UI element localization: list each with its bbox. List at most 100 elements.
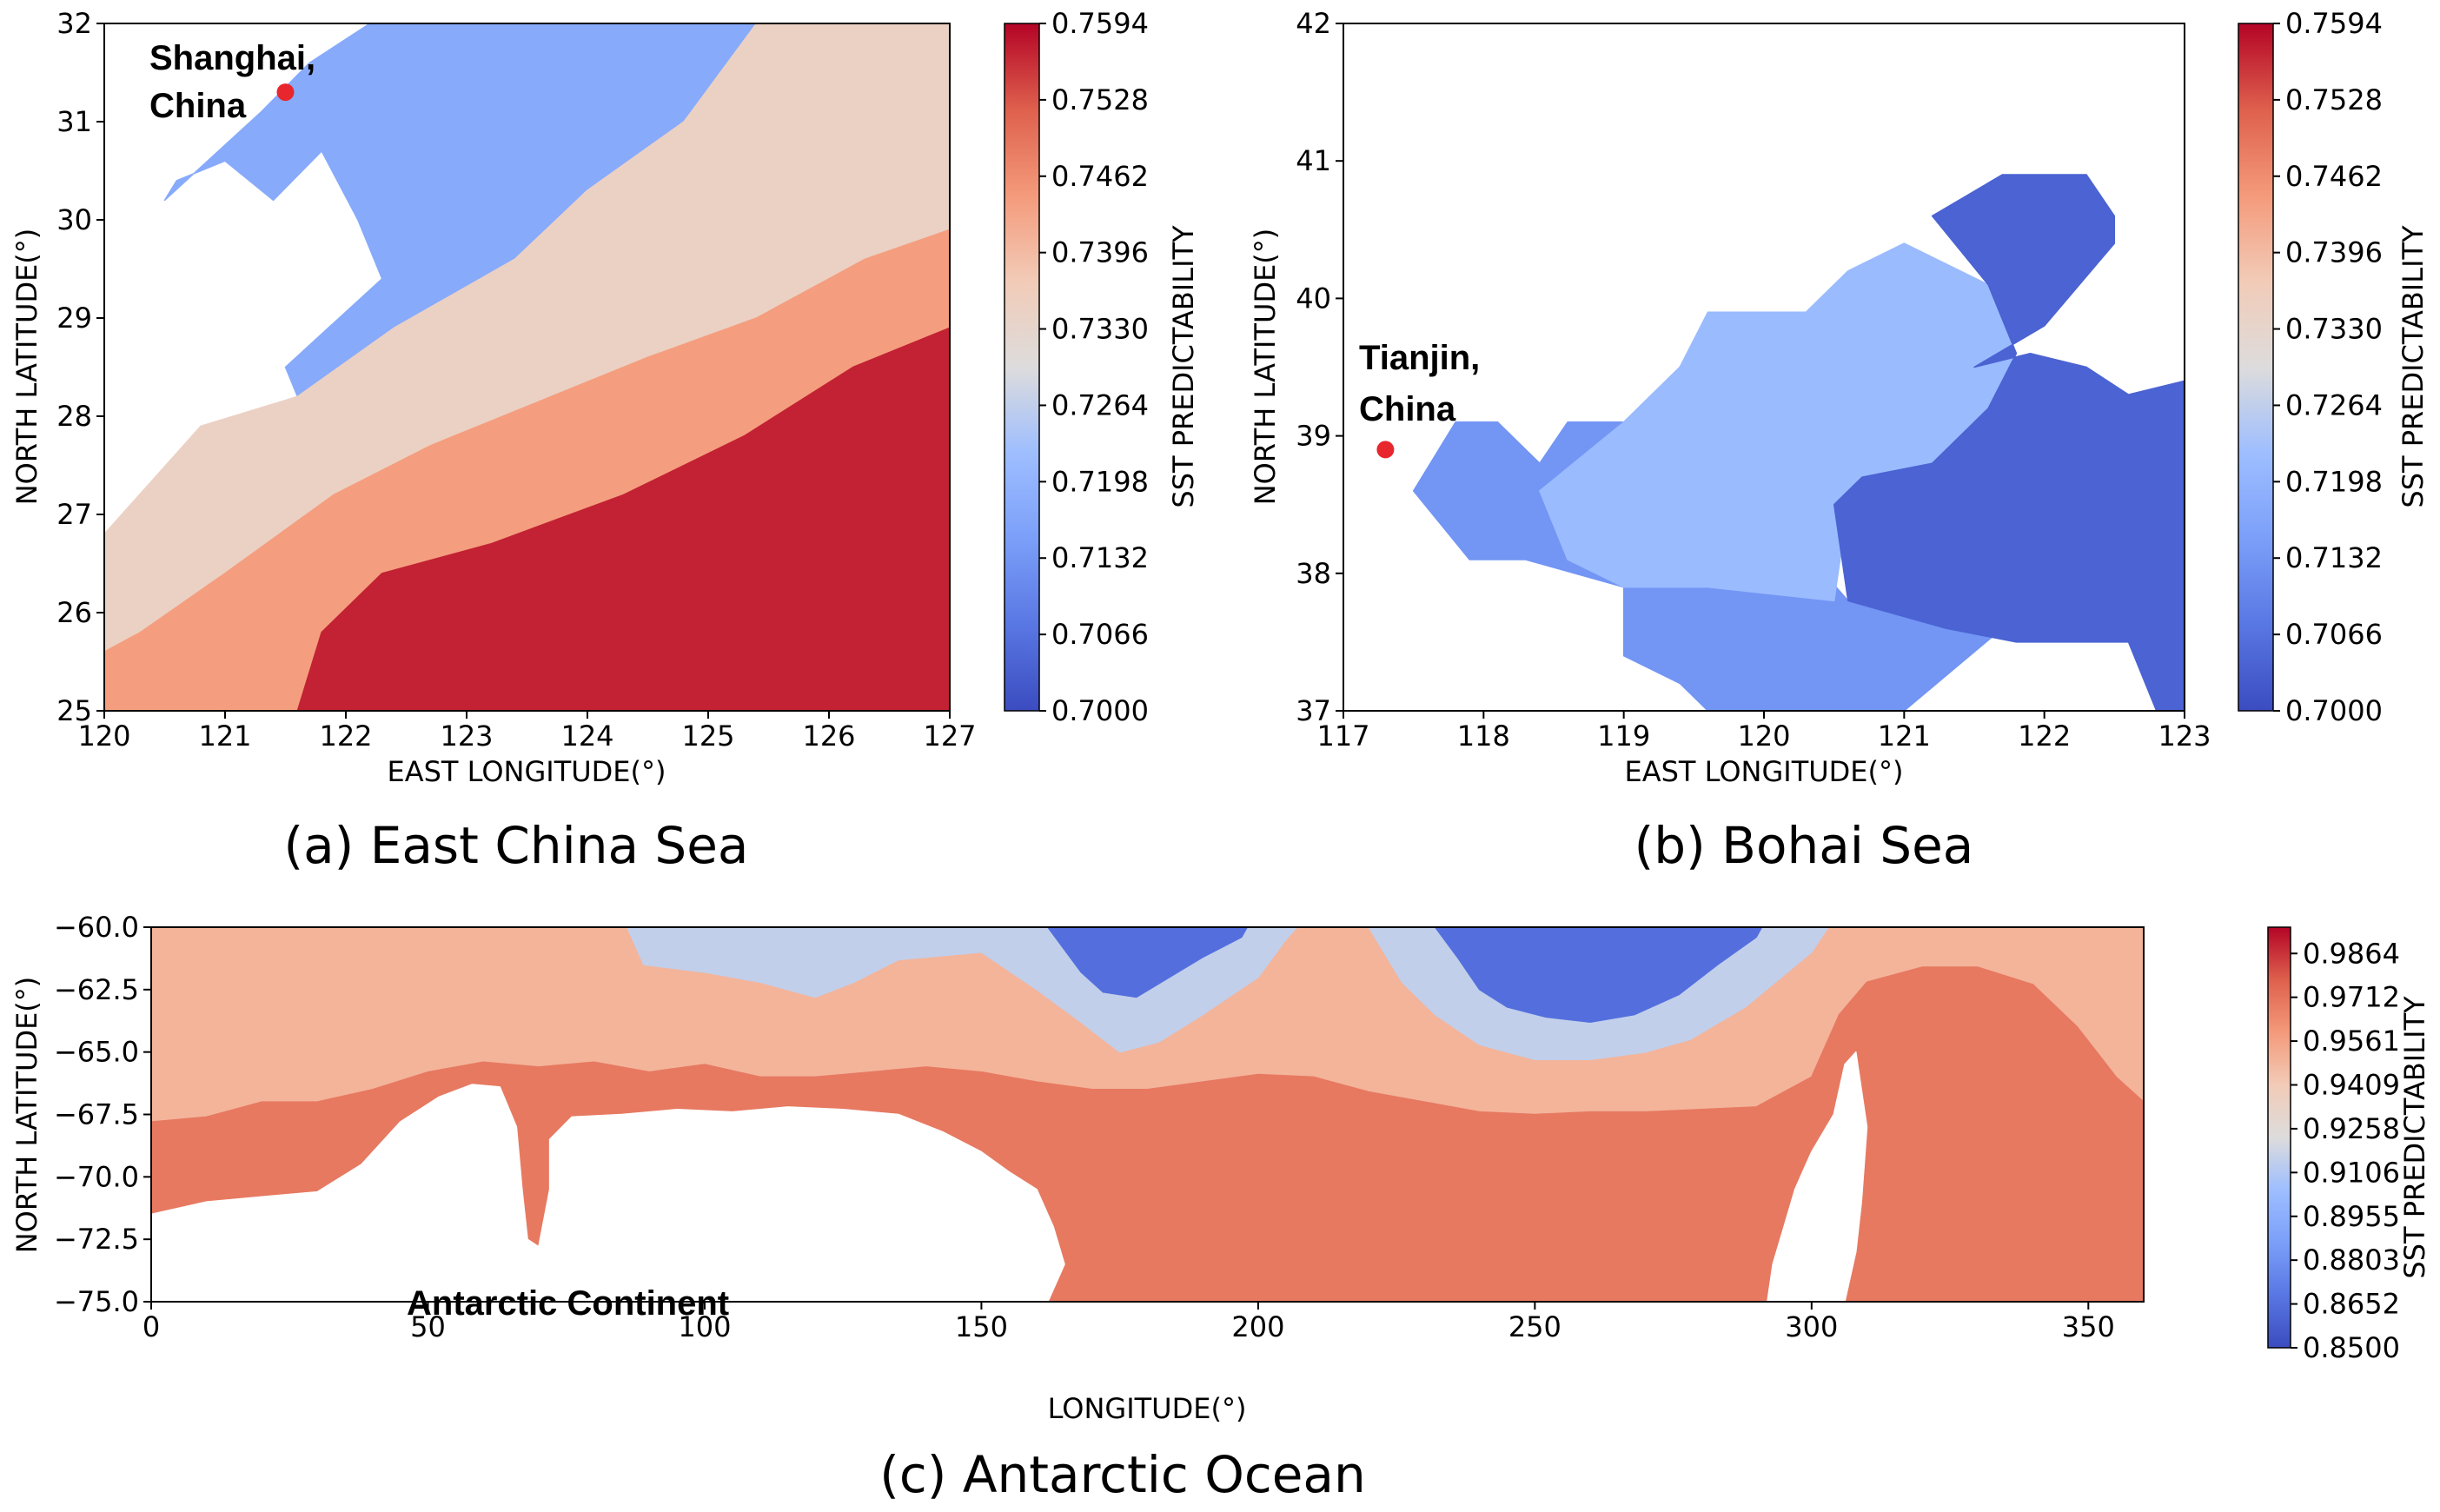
y-tick-label: −67.5 — [54, 1098, 139, 1131]
colorbar-tick-label: 0.7594 — [1051, 7, 1149, 40]
heatmap-b — [1343, 23, 2185, 711]
colorbar-tick-label: 0.7264 — [1051, 388, 1149, 421]
colorbar-ticks-b: 0.7000 0.7066 0.7132 0.7198 0.7264 0.7330 0.73… — [2238, 7, 2383, 727]
colorbar-tick-label: 0.7330 — [2285, 313, 2383, 346]
x-tick-label: 126 — [802, 720, 855, 753]
y-tick-label: 26 — [56, 596, 92, 629]
colorbar-tick-label: 0.8803 — [2303, 1243, 2400, 1277]
heatmap-c — [151, 927, 2144, 1302]
colorbar-tick-label: 0.7396 — [2285, 236, 2383, 269]
colorbar-tick-label: 0.7000 — [2285, 694, 2383, 727]
x-tick-label: 0 — [143, 1310, 160, 1343]
colorbar-tick-label: 0.9561 — [2303, 1025, 2400, 1058]
colorbar-tick-label: 0.7462 — [1051, 160, 1149, 193]
tianjin-label-line-2: China — [1359, 390, 1456, 428]
colorbar-ticks-a: 0.7000 0.7066 0.7132 0.7198 0.7264 0.7330 0.73… — [1004, 7, 1149, 727]
x-axis-label-a: EAST LONGITUDE(°) — [388, 755, 666, 788]
caption-a: (a) East China Sea — [284, 816, 749, 875]
x-tick-label: 150 — [955, 1310, 1008, 1343]
y-tick-label: 28 — [56, 400, 92, 433]
x-tick-label: 119 — [1597, 720, 1650, 753]
y-tick-label: 30 — [56, 203, 92, 236]
colorbar-frame — [1004, 23, 1040, 712]
tianjin-label-line-1: Tianjin, — [1359, 339, 1480, 377]
colorbar-tick-label: 0.7594 — [2285, 7, 2383, 40]
x-tick-label: 200 — [1231, 1310, 1284, 1343]
x-axis-label-c: LONGITUDE(°) — [1048, 1392, 1247, 1425]
y-tick-label: 29 — [56, 302, 92, 335]
y-ticks-a: 25 26 27 28 29 30 31 32 — [56, 7, 104, 727]
x-axis-label-b: EAST LONGITUDE(°) — [1625, 755, 1904, 788]
caption-c: (c) Antarctic Ocean — [879, 1445, 1365, 1504]
value-region-4 — [1434, 927, 1763, 1023]
colorbar-tick-label: 0.7198 — [2285, 465, 2383, 498]
value-region-2 — [1833, 174, 2185, 711]
colorbar-tick-label: 0.9106 — [2303, 1156, 2400, 1189]
x-tick-label: 124 — [560, 720, 613, 753]
y-tick-label: 39 — [1296, 420, 1331, 453]
y-ticks-c: −75.0 −72.5 −70.0 −67.5 −65.0 −62.5 −60.0 — [54, 911, 151, 1318]
colorbar-label-a: SST PREDICTABILITY — [1167, 225, 1200, 508]
x-tick-label: 122 — [319, 720, 372, 753]
colorbar-c — [2268, 927, 2291, 1348]
colorbar-a — [1005, 23, 1039, 711]
y-tick-label: −72.5 — [54, 1223, 139, 1256]
y-tick-label: 40 — [1296, 282, 1331, 315]
x-tick-label: 250 — [1508, 1310, 1561, 1343]
x-tick-label: 121 — [1878, 720, 1931, 753]
colorbar-tick-label: 0.8955 — [2303, 1200, 2400, 1233]
x-tick-label: 117 — [1316, 720, 1369, 753]
y-tick-label: 38 — [1296, 557, 1331, 590]
axes-frame-a — [103, 23, 951, 712]
shanghai-label-line-2: China — [149, 87, 247, 125]
value-region-3 — [1047, 927, 1248, 998]
x-tick-label: 125 — [681, 720, 734, 753]
x-tick-label: 300 — [1785, 1310, 1838, 1343]
y-tick-label: 32 — [56, 7, 92, 40]
colorbar-tick-label: 0.8652 — [2303, 1288, 2400, 1321]
colorbar-tick-label: 0.7330 — [1051, 313, 1149, 346]
y-ticks-b: 37 38 39 40 41 42 — [1296, 7, 1343, 727]
y-tick-label: −60.0 — [54, 911, 139, 944]
colorbar-tick-label: 0.7198 — [1051, 465, 1149, 498]
y-tick-label: −62.5 — [54, 973, 139, 1006]
colorbar-tick-label: 0.9712 — [2303, 981, 2400, 1014]
colorbar-label-c: SST PREDICTABILITY — [2398, 996, 2431, 1279]
x-tick-label: 350 — [2062, 1310, 2115, 1343]
x-tick-label: 100 — [678, 1310, 731, 1343]
colorbar-tick-label: 0.7132 — [1051, 541, 1149, 574]
y-tick-label: 31 — [56, 105, 92, 138]
shanghai-label-line-1: Shanghai, — [149, 39, 315, 77]
land-region-7 — [1767, 1051, 1868, 1302]
heatmap-a — [104, 23, 950, 711]
colorbar-tick-label: 0.7066 — [2285, 618, 2383, 651]
colorbar-tick-label: 0.9409 — [2303, 1069, 2400, 1102]
colorbar-tick-label: 0.7132 — [2285, 541, 2383, 574]
x-tick-label: 50 — [410, 1310, 446, 1343]
y-axis-label-b: NORTH LATITUDE(°) — [1249, 229, 1282, 506]
panel-bohai-sea: 117 118 119 120 121 122 123 37 38 39 40 41 42 EAST … — [1249, 7, 2430, 875]
colorbar-label-b: SST PREDICTABILITY — [2397, 225, 2430, 508]
colorbar-tick-label: 0.7528 — [1051, 83, 1149, 116]
x-ticks-c: 0 50 100 150 200 250 300 350 — [143, 1302, 2115, 1343]
y-tick-label: 41 — [1296, 144, 1331, 177]
shanghai-marker — [276, 83, 295, 102]
colorbar-tick-label: 0.7396 — [1051, 236, 1149, 269]
antarctic-continent-label: Antarctic Continent — [407, 1284, 729, 1323]
x-tick-label: 123 — [440, 720, 493, 753]
y-axis-label-c: NORTH LATITUDE(°) — [10, 977, 43, 1254]
y-tick-label: 37 — [1296, 694, 1331, 727]
y-tick-label: −70.0 — [54, 1160, 139, 1193]
colorbar-tick-label: 0.8500 — [2303, 1331, 2400, 1364]
panel-antarctic-ocean: 0 50 100 150 200 250 300 350 −75.0 −72.5 −70.0 −67… — [10, 911, 2431, 1504]
panel-east-china-sea: 120 121 122 123 124 125 126 127 25 26 27 28 29 30 31 3… — [10, 7, 1200, 875]
colorbar-tick-label: 0.9864 — [2303, 937, 2400, 970]
x-tick-label: 121 — [198, 720, 251, 753]
colorbar-tick-label: 0.9258 — [2303, 1112, 2400, 1145]
x-ticks-a: 120 121 122 123 124 125 126 127 — [77, 711, 977, 753]
x-tick-label: 120 — [1737, 720, 1790, 753]
colorbar-tick-label: 0.7000 — [1051, 694, 1149, 727]
colorbar-b — [2238, 23, 2273, 711]
y-tick-label: −75.0 — [54, 1285, 139, 1318]
